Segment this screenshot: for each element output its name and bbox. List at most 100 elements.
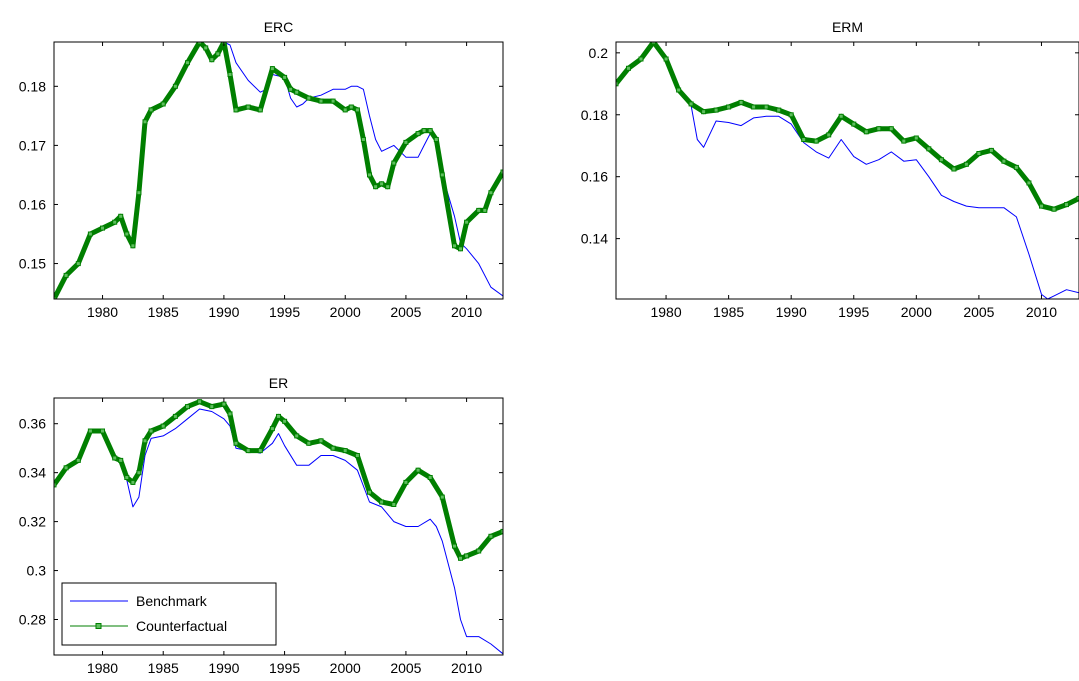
erm-counterfactual-marker: [1064, 202, 1069, 208]
er-axes-box: [53, 397, 504, 656]
erc-counterfactual-marker: [112, 219, 118, 225]
erc-x-tick-label: 2000: [330, 304, 361, 320]
legend: Benchmark Counterfactual: [61, 582, 277, 646]
erc-counterfactual-marker: [354, 107, 360, 113]
erm-x-tick-label: 1980: [650, 304, 681, 320]
er-counterfactual-marker: [100, 428, 105, 434]
erc-counterfactual-marker: [100, 225, 105, 231]
er-counterfactual-marker: [330, 445, 336, 451]
erc-counterfactual-marker: [148, 107, 154, 113]
erm-x-tick-label: 2000: [901, 304, 932, 320]
erc-counterfactual-marker: [75, 261, 81, 267]
erm-counterfactual-marker: [813, 138, 819, 144]
erm-title: ERM: [832, 19, 863, 35]
er-y-tick-label: 0.34: [19, 465, 46, 481]
erm-counterfactual-marker: [876, 126, 882, 132]
erc-y-tick-label: 0.15: [19, 256, 46, 272]
erc-counterfactual-marker: [227, 72, 233, 77]
erc-counterfactual-marker: [330, 98, 336, 104]
erm-counterfactual-marker: [826, 132, 832, 138]
erm-x-tick-label: 2005: [963, 304, 994, 320]
erc-benchmark-line: [54, 42, 503, 299]
erm-counterfactual-marker: [1013, 164, 1019, 170]
erm-counterfactual-marker: [713, 107, 719, 113]
erc-counterfactual-marker: [421, 128, 427, 134]
erm-y-tick-label: 0.14: [581, 231, 608, 247]
erc-counterfactual-marker: [367, 172, 372, 178]
er-y-tick-label: 0.32: [19, 514, 46, 530]
legend-counterfactual-label: Counterfactual: [136, 618, 227, 634]
er-counterfactual-marker: [87, 428, 93, 434]
erc-axes-box: [53, 41, 504, 300]
erc-counterfactual-marker: [500, 169, 503, 175]
erm-counterfactual-marker: [951, 166, 957, 172]
erm-counterfactual-marker: [651, 42, 656, 45]
erm-counterfactual-marker: [1039, 203, 1044, 209]
er-counterfactual-marker: [185, 404, 190, 410]
erc-counterfactual-marker: [269, 66, 275, 72]
er-counterfactual-marker: [257, 448, 263, 454]
er-counterfactual-marker: [367, 489, 372, 495]
er-counterfactual-marker: [142, 438, 148, 444]
er-counterfactual-marker: [63, 465, 69, 471]
erm-counterfactual-marker: [638, 56, 644, 62]
erc-y-tick-label: 0.18: [19, 78, 46, 94]
erm-counterfactual-marker: [626, 65, 631, 71]
er-counterfactual-marker: [294, 433, 300, 439]
erc-counterfactual-marker: [215, 51, 221, 57]
erc-x-tick-label: 1990: [208, 304, 239, 320]
erc-counterfactual-marker: [415, 131, 421, 137]
er-counterfactual-marker: [160, 423, 166, 429]
er-counterfactual-marker: [172, 413, 178, 419]
erc-counterfactual-marker: [452, 243, 457, 249]
erm-counterfactual-marker: [776, 107, 782, 113]
er-x-tick-label: 2010: [451, 660, 482, 676]
er-counterfactual-marker: [148, 428, 154, 434]
erm-counterfactual-marker: [901, 138, 907, 144]
er-title: ER: [269, 375, 288, 391]
erc-counterfactual-marker: [245, 104, 251, 110]
er-x-tick-label: 1980: [87, 660, 118, 676]
er-counterfactual-marker: [124, 475, 130, 480]
erc-counterfactual-marker: [342, 107, 348, 113]
erc-counterfactual-marker: [160, 101, 166, 107]
erm-counterfactual-marker: [838, 113, 844, 119]
erm-counterfactual-marker: [988, 147, 994, 153]
er-y-tick-label: 0.28: [19, 612, 46, 628]
erm-counterfactual-marker: [751, 104, 757, 110]
er-counterfactual-marker: [282, 418, 288, 424]
erc-counterfactual-marker: [130, 243, 136, 249]
erc-counterfactual-marker: [172, 83, 178, 89]
erm-x-tick-label: 1995: [838, 304, 869, 320]
erm-x-tick-label: 1985: [713, 304, 744, 320]
er-counterfactual-marker: [227, 411, 233, 417]
er-counterfactual-marker: [342, 448, 348, 454]
erc-counterfactual-marker: [54, 296, 57, 299]
erc-counterfactual-marker: [464, 219, 470, 225]
erc-counterfactual-marker: [379, 181, 385, 187]
er-counterfactual-marker: [427, 475, 433, 480]
erc-counterfactual-marker: [209, 57, 215, 63]
erm-counterfactual-marker: [676, 87, 682, 93]
er-x-tick-label: 1990: [208, 660, 239, 676]
erm-x-tick-label: 2010: [1026, 304, 1057, 320]
erm-counterfactual-marker: [801, 137, 807, 142]
erc-counterfactual-marker: [203, 45, 209, 51]
er-counterfactual-marker: [245, 448, 251, 454]
er-counterfactual-marker: [391, 502, 397, 507]
er-x-tick-label: 2000: [330, 660, 361, 676]
er-counterfactual-marker: [221, 401, 227, 407]
er-counterfactual-marker: [54, 482, 57, 488]
er-counterfactual-line: [54, 399, 503, 561]
er-counterfactual-marker: [233, 440, 239, 446]
er-counterfactual-marker: [118, 457, 124, 463]
legend-box: [61, 582, 277, 646]
erc-counterfactual-marker: [439, 172, 445, 178]
erc-counterfactual-marker: [87, 231, 93, 237]
er-counterfactual-marker: [476, 548, 482, 554]
erc-counterfactual-marker: [185, 60, 190, 66]
erm-counterfactual-marker: [863, 129, 869, 135]
erm-counterfactual-marker: [976, 151, 982, 156]
er-y-tick-label: 0.3: [27, 563, 47, 579]
